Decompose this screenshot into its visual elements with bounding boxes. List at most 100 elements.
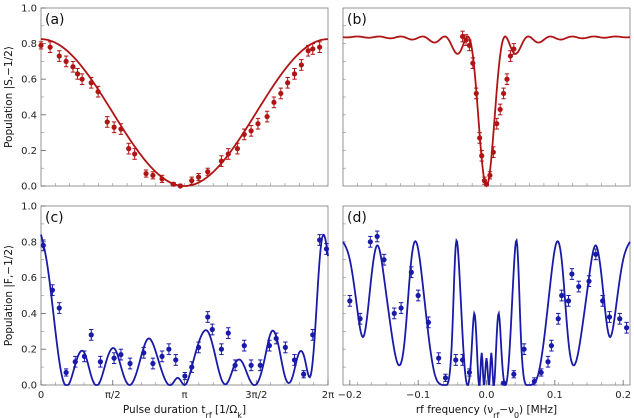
data-marker [415, 292, 421, 299]
data-marker [189, 364, 195, 370]
data-point [425, 316, 432, 329]
data-marker [317, 237, 323, 243]
y-tick-label: 0.0 [21, 381, 37, 392]
data-point [241, 128, 247, 141]
chart-panel-4: −0.2 −0.1 0.0 0.1 0.2 rf frequency (νrf−ν0) [… [338, 205, 631, 418]
data-point [310, 329, 316, 341]
data-point [182, 371, 188, 381]
panel-label: (d) [347, 210, 367, 226]
data-marker [555, 316, 561, 322]
data-point [241, 339, 247, 352]
x-tick-label: 0.1 [547, 390, 563, 401]
data-point [483, 181, 490, 187]
data-point [63, 368, 69, 377]
data-point [453, 354, 459, 366]
data-marker [565, 298, 572, 304]
data-marker [170, 181, 177, 187]
data-point [565, 295, 572, 307]
data-point [576, 280, 582, 293]
data-point [305, 44, 311, 57]
x-tick-label: −0.2 [338, 390, 362, 401]
data-marker [209, 326, 215, 333]
data-marker [159, 176, 165, 182]
data-point [586, 275, 592, 288]
data-point [234, 142, 241, 155]
data-point [170, 181, 177, 187]
data-point [40, 239, 46, 252]
data-marker [182, 373, 188, 379]
data-marker [545, 359, 551, 365]
data-marker [225, 330, 231, 336]
data-point [459, 354, 466, 366]
x-axis-title: Pulse duration trf [1/Ωk] [123, 404, 246, 418]
data-marker [463, 37, 469, 43]
data-marker [189, 178, 195, 184]
data-marker [466, 42, 473, 48]
data-point [473, 87, 479, 100]
data-point [466, 39, 473, 52]
x-tick-label: 3π/2 [245, 390, 267, 401]
data-point [490, 146, 496, 159]
data-point [545, 355, 551, 368]
data-point [218, 155, 225, 167]
data-point [173, 354, 179, 366]
data-point [209, 323, 215, 336]
chart-panel-2: (b) [342, 7, 631, 188]
data-point [291, 68, 298, 80]
data-point [374, 230, 380, 243]
data-point [298, 59, 304, 71]
x-tick-label: 0 [38, 390, 44, 401]
data-point [301, 370, 307, 379]
data-point [225, 148, 231, 160]
y-tick-label: 0.8 [21, 237, 37, 248]
panel-label: (c) [45, 210, 64, 226]
data-marker [617, 316, 623, 322]
data-point [408, 266, 414, 279]
data-marker [473, 90, 479, 97]
data-point [278, 87, 284, 100]
data-point [248, 359, 254, 372]
data-point [521, 343, 527, 356]
data-marker [205, 314, 211, 320]
data-point [88, 329, 94, 341]
data-point [511, 370, 517, 379]
y-tick-label: 0.6 [21, 273, 37, 284]
data-point [189, 176, 195, 185]
data-marker [166, 346, 172, 352]
data-marker [305, 48, 311, 54]
data-marker [347, 298, 353, 304]
theory-curve [342, 237, 631, 386]
data-marker [548, 343, 555, 349]
plot-frame [342, 7, 631, 187]
data-marker [442, 375, 449, 381]
data-marker [453, 357, 459, 363]
data-point [487, 171, 493, 180]
data-point [225, 327, 231, 339]
data-point [111, 121, 117, 134]
data-marker [559, 292, 565, 299]
data-point [500, 87, 507, 100]
data-marker [301, 371, 307, 377]
data-marker [494, 121, 500, 127]
data-marker [500, 90, 507, 97]
data-point [310, 43, 316, 55]
data-point [118, 348, 124, 361]
data-point [271, 96, 277, 109]
data-marker [195, 344, 202, 351]
data-marker [79, 76, 85, 82]
data-point [143, 169, 149, 178]
x-tick-label: −0.1 [406, 390, 430, 401]
data-marker [248, 362, 254, 368]
data-point [459, 30, 466, 43]
data-marker [367, 239, 373, 245]
chart-panel-1: 0.0 0.2 0.4 0.6 0.8 1.0 Population |S,−1/2⟩ (a) [3, 4, 329, 193]
data-point [357, 312, 363, 325]
data-marker [111, 124, 117, 130]
data-marker [569, 271, 575, 277]
data-marker [49, 287, 56, 293]
data-point [195, 173, 202, 182]
x-tick-label: π/2 [105, 390, 121, 401]
data-marker [317, 44, 323, 50]
data-point [555, 312, 561, 325]
